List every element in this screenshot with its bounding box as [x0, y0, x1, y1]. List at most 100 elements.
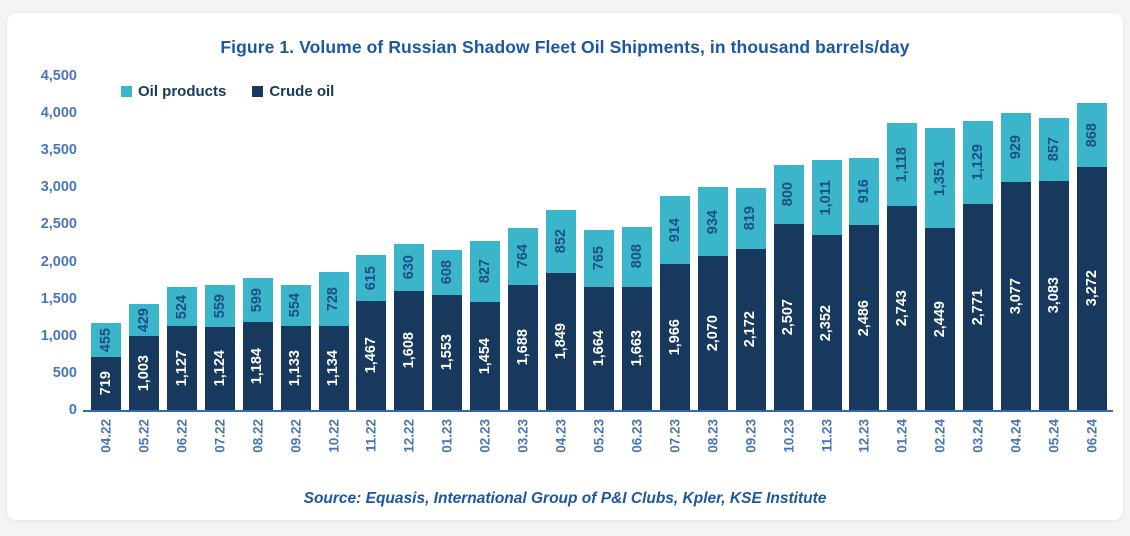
x-axis-label: 06.24: [1084, 419, 1100, 453]
segment-value-label: 1,467: [363, 337, 380, 374]
bar-08.23: 2,070 934 08.23: [697, 76, 728, 453]
y-tick-label: 2,000: [40, 253, 77, 270]
x-axis-label: 08.22: [249, 419, 265, 453]
x-axis-label: 10.23: [780, 419, 796, 453]
crude-oil-segment: 2,352: [811, 235, 842, 410]
crude-oil-segment: 1,663: [621, 286, 652, 410]
segment-value-label: 1,184: [249, 347, 266, 385]
segment-value-label: 719: [97, 371, 114, 396]
x-axis-label: 02.24: [932, 419, 948, 453]
segment-value-label: 3,077: [1007, 277, 1024, 314]
segment-value-label: 2,486: [856, 299, 873, 336]
oil-products-segment: 929: [1001, 112, 1032, 182]
x-axis-label: 12.22: [401, 419, 417, 453]
segment-value-label: 868: [1083, 122, 1100, 148]
oil-products-segment: 615: [356, 255, 387, 302]
segment-value-label: 1,664: [590, 330, 607, 367]
oil-products-segment: 800: [773, 164, 804, 224]
bar-06.23: 1,663 808 06.23: [621, 76, 652, 453]
bar-01.24: 2,743 1,118 01.24: [887, 76, 918, 453]
bar-09.22: 1,133 554 09.22: [280, 76, 311, 453]
bar-07.22: 1,124 559 07.22: [204, 76, 235, 453]
segment-value-label: 1,608: [401, 332, 418, 369]
crude-oil-segment: 2,070: [697, 256, 728, 410]
segment-value-label: 728: [325, 286, 342, 311]
segment-value-label: 1,351: [932, 159, 949, 197]
y-tick-label: 0: [68, 402, 77, 418]
crude-oil-segment: 3,083: [1039, 181, 1070, 410]
oil-products-segment: 934: [697, 187, 728, 257]
bar-12.23: 2,486 916 12.23: [849, 76, 880, 453]
y-tick-label: 1,000: [40, 327, 77, 344]
segment-value-label: 1,663: [628, 330, 645, 367]
segment-value-label: 524: [173, 294, 190, 320]
oil-products-segment: 554: [280, 284, 311, 326]
y-tick-label: 1,500: [40, 290, 77, 307]
y-axis: 0 500 1,000 1,500 2,000 2,500 3,000 3,500 4,000 4…: [7, 68, 77, 418]
segment-value-label: 630: [401, 255, 418, 280]
crude-oil-segment: 3,272: [1076, 167, 1107, 410]
oil-products-segment: 819: [735, 188, 766, 249]
segment-value-label: 1,134: [325, 349, 342, 387]
plot-area: 719 455 04.22 1,003 429 05.22 1,127 524 06.22 1,1…: [91, 76, 1107, 453]
x-axis-label: 09.23: [742, 419, 758, 453]
segment-value-label: 808: [628, 244, 645, 269]
segment-value-label: 2,070: [704, 315, 721, 352]
segment-value-label: 1,849: [552, 323, 569, 360]
x-axis-label: 01.23: [439, 419, 455, 453]
bar-01.23: 1,553 608 01.23: [432, 76, 463, 453]
bar-02.24: 2,449 1,351 02.24: [925, 76, 956, 453]
crude-oil-segment: 2,172: [735, 248, 766, 410]
segment-value-label: 800: [780, 182, 797, 207]
bar-11.22: 1,467 615 11.22: [356, 76, 387, 452]
crude-oil-segment: 1,966: [659, 264, 690, 410]
oil-products-segment: 857: [1039, 117, 1070, 182]
oil-products-segment: 852: [546, 209, 577, 273]
segment-value-label: 827: [476, 259, 493, 284]
x-axis-label: 05.24: [1046, 419, 1062, 453]
x-axis-label: 03.23: [515, 419, 531, 453]
oil-products-segment: 524: [166, 287, 197, 327]
crude-oil-segment: 1,467: [356, 301, 387, 410]
segment-value-label: 599: [249, 287, 266, 312]
segment-value-label: 1,011: [818, 180, 835, 216]
crude-oil-segment: 2,507: [773, 223, 804, 410]
crude-oil-segment: 1,608: [394, 290, 425, 410]
x-axis-label: 02.23: [477, 419, 493, 453]
oil-products-segment: 916: [849, 157, 880, 226]
oil-products-segment: 868: [1076, 102, 1107, 168]
y-tick-label: 3,000: [40, 179, 77, 196]
segment-value-label: 554: [287, 293, 304, 318]
segment-value-label: 819: [742, 206, 759, 231]
segment-value-label: 2,449: [932, 300, 949, 338]
bar-02.23: 1,454 827 02.23: [470, 76, 501, 453]
oil-products-segment: 764: [508, 228, 539, 285]
x-axis-label: 06.23: [629, 419, 645, 453]
crude-oil-segment: 1,127: [166, 326, 197, 410]
bar-11.23: 2,352 1,011 11.23: [811, 76, 842, 452]
oil-products-segment: 1,129: [963, 120, 994, 205]
x-axis-label: 11.23: [818, 419, 834, 453]
crude-oil-segment: 2,449: [925, 228, 956, 410]
y-tick-label: 4,000: [40, 105, 77, 122]
segment-value-label: 615: [363, 266, 380, 291]
segment-value-label: 929: [1007, 135, 1024, 160]
bar-05.22: 1,003 429 05.22: [128, 76, 159, 453]
segment-value-label: 429: [135, 307, 152, 332]
x-axis-label: 04.22: [98, 419, 114, 453]
oil-products-swatch-icon: [121, 86, 132, 97]
legend-item-crude-oil: Crude oil: [252, 83, 334, 100]
segment-value-label: 2,507: [780, 298, 797, 336]
segment-value-label: 2,352: [818, 304, 835, 341]
oil-products-segment: 808: [621, 226, 652, 287]
crude-oil-segment: 1,454: [470, 302, 501, 410]
segment-value-label: 765: [590, 246, 607, 271]
crude-oil-segment: 1,184: [242, 322, 273, 410]
crude-oil-segment: 2,486: [849, 225, 880, 410]
bar-04.22: 719 455 04.22: [91, 76, 121, 453]
legend-item-oil-products: Oil products: [121, 83, 226, 100]
segment-value-label: 3,083: [1045, 277, 1062, 314]
oil-products-segment: 827: [470, 240, 501, 303]
x-axis-label: 05.22: [136, 419, 152, 453]
crude-oil-segment: 1,124: [204, 326, 235, 410]
